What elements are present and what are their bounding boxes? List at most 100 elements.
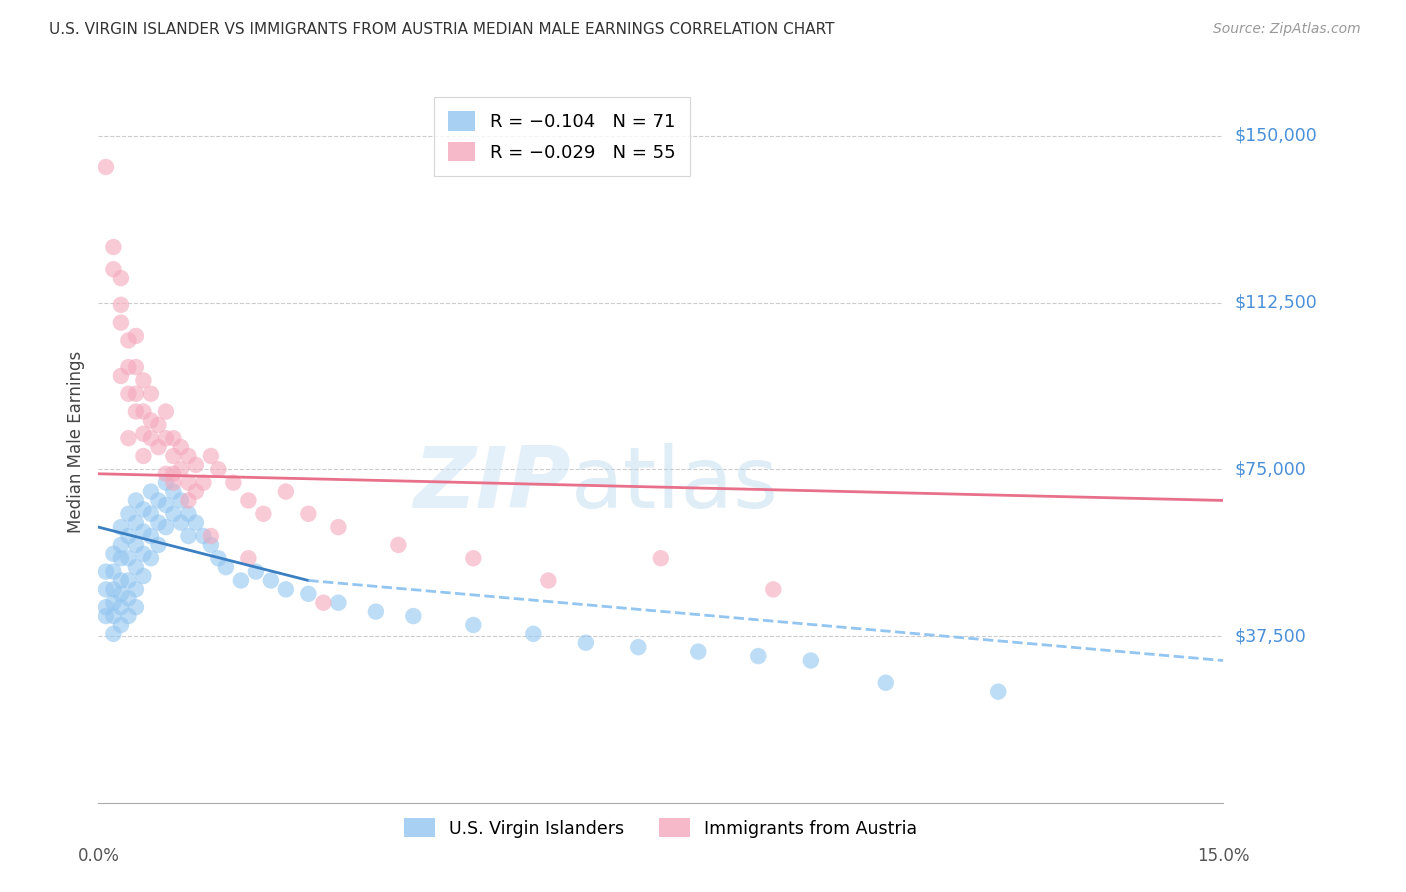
Text: Source: ZipAtlas.com: Source: ZipAtlas.com [1213, 22, 1361, 37]
Point [328, 520, 350, 534]
Point [297, 507, 319, 521]
Point [148, 493, 170, 508]
Point [155, 498, 177, 512]
Point [177, 449, 200, 463]
Point [94, 600, 117, 615]
Point [125, 560, 148, 574]
Point [110, 618, 132, 632]
Point [875, 675, 897, 690]
Point [110, 551, 132, 566]
Point [252, 507, 274, 521]
Point [110, 368, 132, 383]
Point [94, 582, 117, 597]
Point [132, 547, 155, 561]
Text: $150,000: $150,000 [1234, 127, 1317, 145]
Point [162, 507, 184, 521]
Point [103, 262, 125, 277]
Point [110, 271, 132, 285]
Point [800, 653, 823, 667]
Point [103, 582, 125, 597]
Point [155, 431, 177, 445]
Point [117, 591, 139, 606]
Point [987, 684, 1010, 698]
Point [155, 467, 177, 481]
Point [125, 538, 148, 552]
Point [110, 520, 132, 534]
Point [463, 551, 485, 566]
Point [274, 582, 297, 597]
Point [132, 373, 155, 387]
Point [125, 329, 148, 343]
Point [387, 538, 409, 552]
Point [162, 431, 184, 445]
Point [274, 484, 297, 499]
Point [238, 493, 260, 508]
Point [132, 404, 155, 418]
Text: 0.0%: 0.0% [77, 847, 120, 865]
Point [110, 316, 132, 330]
Point [103, 627, 125, 641]
Point [162, 484, 184, 499]
Point [125, 600, 148, 615]
Point [117, 360, 139, 375]
Point [110, 600, 132, 615]
Point [117, 574, 139, 588]
Point [200, 538, 222, 552]
Point [148, 516, 170, 530]
Point [139, 431, 162, 445]
Point [328, 596, 350, 610]
Point [162, 467, 184, 481]
Point [125, 360, 148, 375]
Point [155, 475, 177, 490]
Point [575, 636, 598, 650]
Point [139, 386, 162, 401]
Point [110, 538, 132, 552]
Point [117, 507, 139, 521]
Point [125, 386, 148, 401]
Point [139, 507, 162, 521]
Point [177, 529, 200, 543]
Y-axis label: Median Male Earnings: Median Male Earnings [66, 351, 84, 533]
Point [155, 404, 177, 418]
Point [117, 609, 139, 624]
Point [162, 449, 184, 463]
Point [170, 440, 193, 454]
Point [162, 475, 184, 490]
Point [170, 493, 193, 508]
Point [184, 458, 207, 472]
Point [522, 627, 544, 641]
Point [537, 574, 560, 588]
Point [222, 475, 245, 490]
Point [215, 560, 238, 574]
Text: atlas: atlas [571, 443, 779, 526]
Point [110, 587, 132, 601]
Point [148, 538, 170, 552]
Point [184, 516, 207, 530]
Point [132, 449, 155, 463]
Point [747, 649, 769, 664]
Point [132, 426, 155, 441]
Point [688, 645, 710, 659]
Point [125, 582, 148, 597]
Text: ZIP: ZIP [413, 443, 571, 526]
Point [402, 609, 425, 624]
Text: 15.0%: 15.0% [1197, 847, 1250, 865]
Point [117, 529, 139, 543]
Point [117, 551, 139, 566]
Point [117, 431, 139, 445]
Point [650, 551, 672, 566]
Point [125, 404, 148, 418]
Text: $37,500: $37,500 [1234, 627, 1306, 645]
Point [139, 484, 162, 499]
Point [170, 516, 193, 530]
Point [94, 160, 117, 174]
Point [132, 524, 155, 539]
Point [297, 587, 319, 601]
Point [110, 298, 132, 312]
Point [94, 565, 117, 579]
Point [139, 551, 162, 566]
Point [132, 502, 155, 516]
Point [364, 605, 387, 619]
Point [312, 596, 335, 610]
Point [117, 334, 139, 348]
